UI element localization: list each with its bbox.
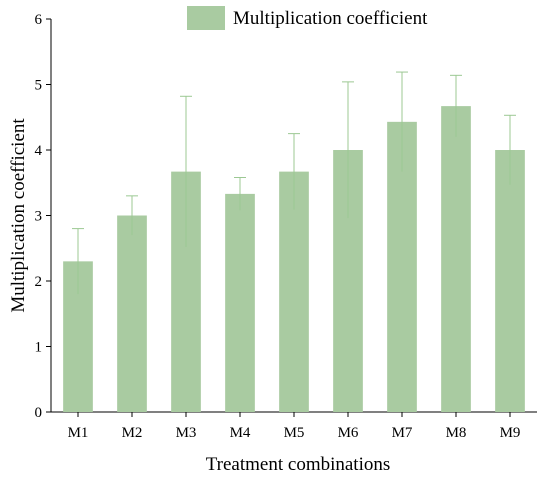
x-tick-label: M7: [392, 425, 413, 441]
bar-m2: [117, 215, 147, 412]
x-tick-label: M3: [176, 425, 197, 441]
bar-m5: [279, 171, 309, 412]
x-tick-label: M1: [68, 425, 89, 441]
y-tick-label: 3: [35, 209, 43, 225]
x-tick-label: M9: [500, 425, 521, 441]
y-tick-label: 5: [35, 78, 43, 94]
y-axis-title: Multiplication coefficient: [8, 118, 29, 313]
x-tick-label: M5: [284, 425, 305, 441]
y-tick-label: 6: [35, 12, 43, 28]
y-tick-label: 1: [35, 340, 43, 356]
legend-swatch: [187, 6, 225, 30]
x-axis-title: Treatment combinations: [206, 454, 391, 475]
legend-label: Multiplication coefficient: [233, 8, 428, 29]
x-tick-label: M2: [122, 425, 143, 441]
x-tick-label: M8: [446, 425, 467, 441]
y-tick-label: 2: [35, 274, 43, 290]
error-bars: [72, 71, 516, 295]
bars: [63, 106, 525, 413]
y-tick-label: 0: [35, 405, 43, 421]
bar-m8: [441, 106, 471, 413]
x-tick-label: M6: [338, 425, 359, 441]
y-tick-label: 4: [35, 143, 43, 159]
bar-m4: [225, 193, 255, 412]
legend: Multiplication coefficient: [187, 6, 428, 30]
bar-m9: [495, 150, 525, 412]
axes: 0 1 2 3 4 5 6 M1 M2 M3 M4 M5 M6 M7 M8 M9: [35, 12, 537, 441]
x-tick-label: M4: [230, 425, 251, 441]
